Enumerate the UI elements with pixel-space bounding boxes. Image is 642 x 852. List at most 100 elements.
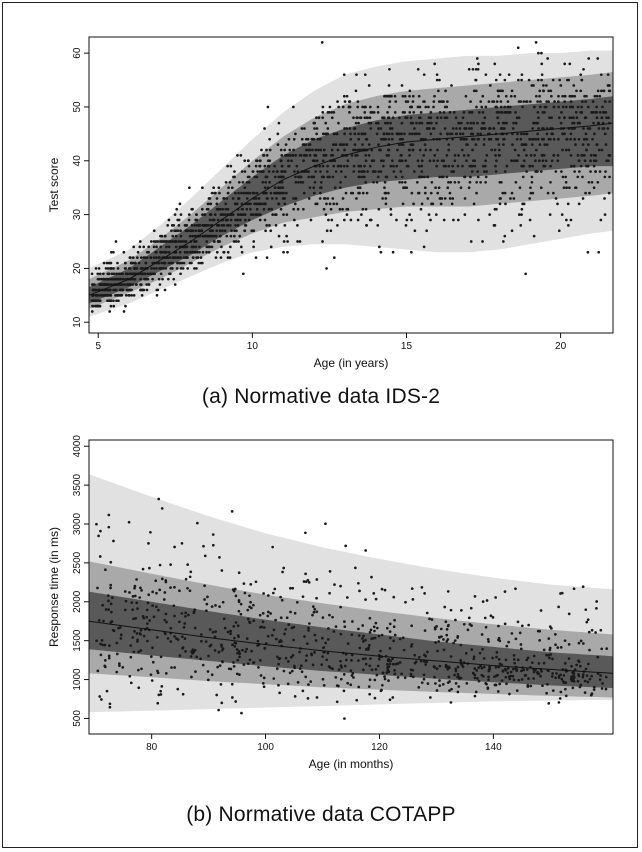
data-point	[473, 595, 477, 598]
data-point	[106, 594, 110, 597]
data-point	[296, 681, 300, 684]
data-point	[567, 224, 570, 227]
data-point	[554, 170, 558, 173]
data-point	[560, 170, 563, 173]
data-point	[509, 94, 513, 98]
data-point	[555, 672, 558, 675]
data-point	[266, 164, 270, 168]
data-point	[482, 121, 486, 125]
data-point	[129, 283, 132, 286]
data-point	[184, 611, 188, 615]
data-point	[370, 148, 374, 152]
data-point	[367, 121, 371, 125]
data-point	[224, 180, 228, 184]
data-point	[270, 207, 273, 211]
data-point	[496, 137, 500, 141]
data-point	[302, 580, 306, 583]
data-point	[583, 159, 587, 163]
data-point	[357, 634, 361, 637]
data-point	[471, 67, 475, 71]
data-point	[539, 105, 542, 109]
data-point	[516, 132, 519, 136]
data-point	[405, 164, 409, 168]
data-point	[348, 127, 352, 130]
data-point	[185, 224, 189, 227]
data-point	[160, 685, 164, 688]
data-point	[307, 622, 311, 625]
data-point	[603, 100, 607, 103]
data-point	[339, 632, 343, 636]
data-point	[484, 180, 487, 184]
data-point	[597, 250, 601, 254]
data-point	[344, 544, 348, 548]
data-point	[520, 624, 524, 628]
data-point	[345, 596, 349, 599]
data-point	[206, 670, 210, 673]
data-point	[466, 628, 470, 632]
data-point	[281, 570, 284, 574]
data-point	[102, 293, 106, 297]
data-point	[277, 186, 280, 190]
data-point	[491, 100, 494, 103]
data-point	[453, 154, 457, 157]
data-point	[230, 186, 234, 190]
data-point	[256, 170, 259, 173]
data-point	[212, 240, 216, 243]
data-point	[99, 529, 102, 533]
data-point	[532, 654, 536, 658]
data-point	[534, 159, 537, 163]
data-point	[462, 622, 466, 626]
data-point	[558, 78, 562, 82]
data-point	[188, 234, 192, 238]
data-point	[442, 111, 446, 114]
data-point	[425, 660, 428, 664]
data-point	[494, 164, 497, 168]
data-point	[413, 653, 417, 657]
data-point	[503, 191, 507, 195]
data-point	[588, 127, 592, 130]
data-point	[472, 89, 476, 93]
data-point	[548, 137, 552, 141]
data-point	[229, 164, 233, 168]
data-point	[573, 170, 576, 173]
data-point	[265, 256, 269, 259]
data-point	[268, 224, 271, 227]
data-point	[126, 272, 130, 276]
data-point	[282, 566, 286, 570]
data-point	[220, 569, 224, 572]
data-point	[133, 261, 137, 265]
data-point	[143, 272, 147, 276]
data-point	[321, 132, 325, 136]
data-point	[169, 240, 173, 243]
data-point	[346, 159, 350, 163]
data-point	[261, 620, 265, 624]
data-point	[336, 100, 339, 103]
data-point	[139, 628, 143, 632]
data-point	[521, 143, 524, 146]
data-point	[189, 229, 192, 233]
data-point	[387, 84, 391, 87]
caption-ids2: (a) Normative data IDS-2	[201, 385, 441, 408]
data-point	[334, 676, 338, 679]
data-point	[313, 180, 317, 184]
data-point	[358, 148, 361, 152]
data-point	[241, 648, 244, 652]
data-point	[346, 164, 349, 168]
x-tick-label-ids2: 15	[401, 341, 413, 352]
data-point	[363, 164, 366, 168]
data-point	[281, 175, 285, 179]
data-point	[162, 598, 166, 601]
data-point	[418, 105, 422, 109]
data-point	[342, 164, 346, 168]
data-point	[474, 89, 478, 93]
data-point	[366, 116, 369, 120]
data-point	[522, 202, 526, 206]
data-point	[453, 639, 457, 643]
data-point	[434, 641, 437, 644]
data-point	[419, 207, 423, 211]
data-point	[141, 567, 145, 571]
data-point	[276, 655, 279, 659]
data-point	[391, 657, 394, 661]
data-point	[173, 545, 176, 549]
data-point	[118, 626, 122, 629]
